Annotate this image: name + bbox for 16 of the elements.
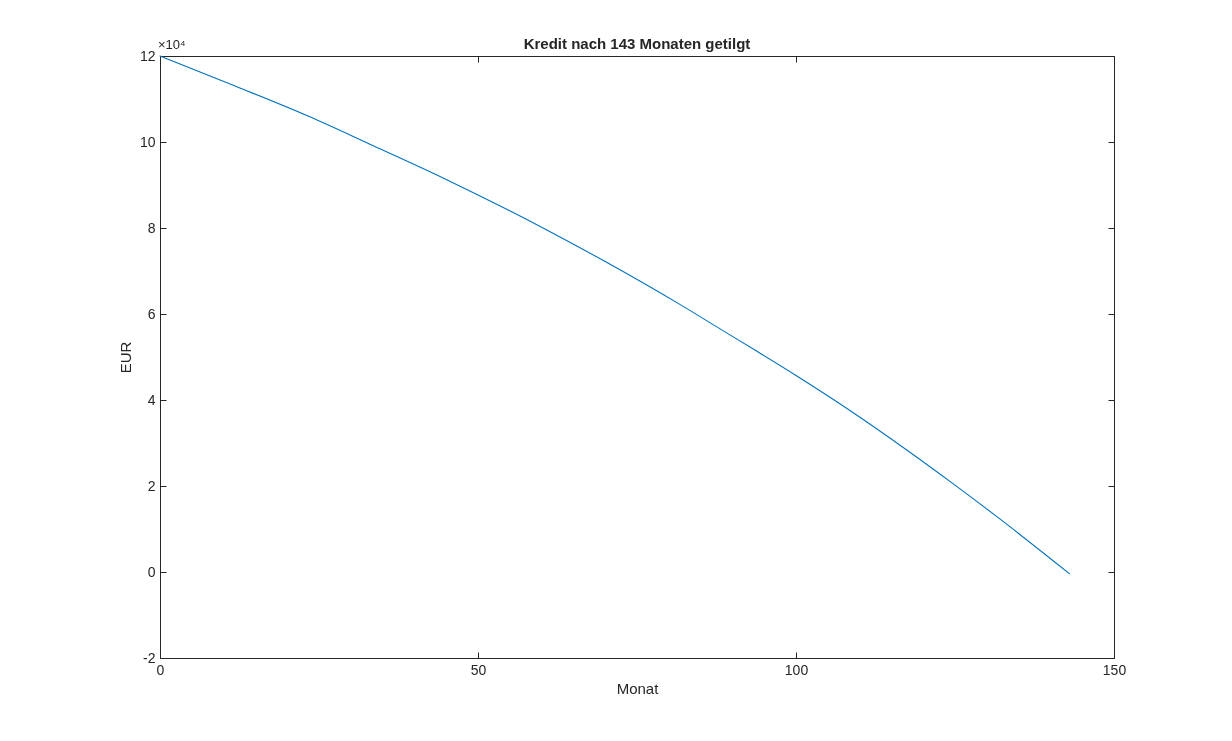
- x-tick-label: 150: [1102, 661, 1127, 678]
- y-tick-label: 0: [147, 563, 156, 580]
- y-tick-label: 2: [147, 477, 156, 494]
- y-tick-label: 12: [139, 47, 156, 64]
- chart-title: Kredit nach 143 Monaten getilgt: [523, 35, 751, 52]
- y-tick-label: 4: [147, 391, 156, 408]
- y-tick-label: 8: [147, 219, 156, 236]
- y-tick-label: -2: [143, 649, 156, 666]
- x-tick-label: 50: [470, 661, 487, 678]
- x-axis-title: Monat: [616, 679, 660, 697]
- text: ×10⁴: [158, 37, 186, 52]
- line-series: [159, 55, 1071, 575]
- x-tick-label: 100: [784, 661, 809, 678]
- y-axis-title: EUR: [116, 341, 134, 374]
- y-tick-label: 6: [147, 305, 156, 322]
- y-tick-label: 10: [139, 133, 156, 150]
